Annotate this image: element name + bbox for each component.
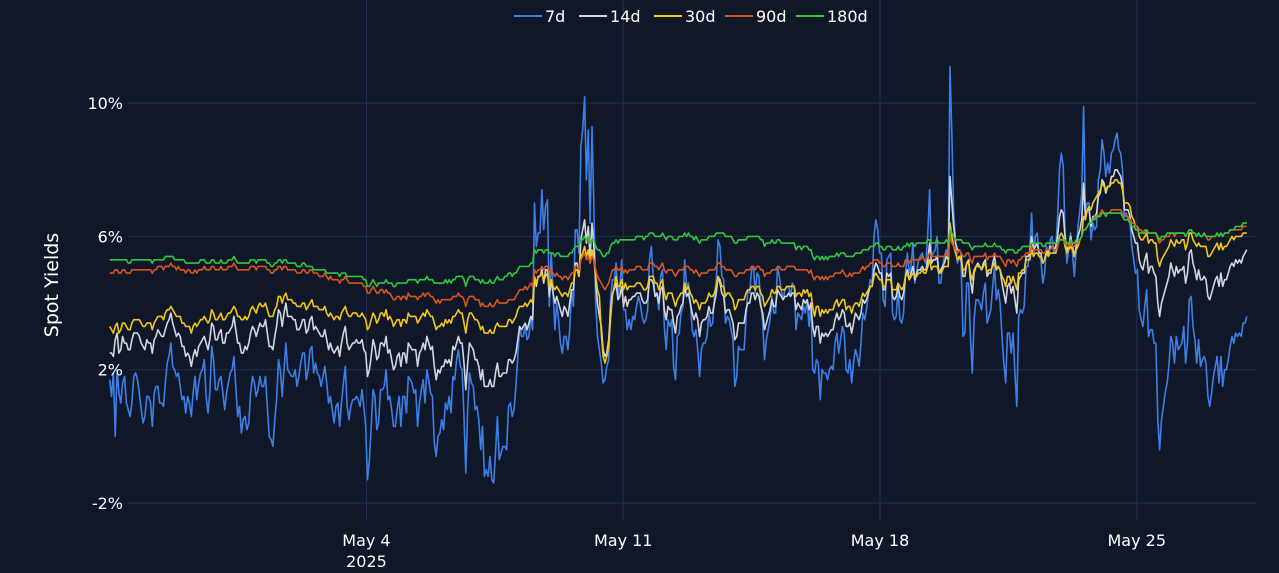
series-line-180d (109, 212, 1247, 288)
x-year-label: 2025 (346, 552, 387, 569)
legend[interactable]: 7d 14d 30d 90d 180d (514, 7, 868, 26)
y-axis: -2% 2% 6% 10% (87, 94, 123, 513)
y-tick-label: 6% (98, 227, 123, 246)
legend-label: 30d (685, 7, 716, 26)
x-tick-label: May 4 (342, 531, 390, 550)
legend-item-30d[interactable]: 30d (654, 7, 716, 26)
legend-label: 90d (756, 7, 787, 26)
series-group (108, 65, 1248, 484)
series-line-14d (109, 169, 1248, 391)
series-line-7d (108, 65, 1248, 484)
y-tick-label: 10% (87, 94, 123, 113)
legend-item-90d[interactable]: 90d (725, 7, 787, 26)
y-tick-label: -2% (92, 494, 123, 513)
x-tick-label: May 18 (851, 531, 910, 550)
legend-item-14d[interactable]: 14d (579, 7, 641, 26)
x-axis: May 4 May 11 May 18 May 25 2025 (342, 531, 1167, 571)
y-axis-title: Spot Yields (41, 233, 63, 337)
legend-label: 7d (545, 7, 565, 26)
y-tick-label: 2% (98, 361, 123, 380)
x-tick-label: May 25 (1108, 531, 1167, 550)
series-line-90d (109, 209, 1247, 308)
x-tick-label: May 11 (594, 531, 653, 550)
legend-label: 14d (610, 7, 641, 26)
legend-label: 180d (827, 7, 868, 26)
legend-item-180d[interactable]: 180d (796, 7, 868, 26)
legend-item-7d[interactable]: 7d (514, 7, 565, 26)
